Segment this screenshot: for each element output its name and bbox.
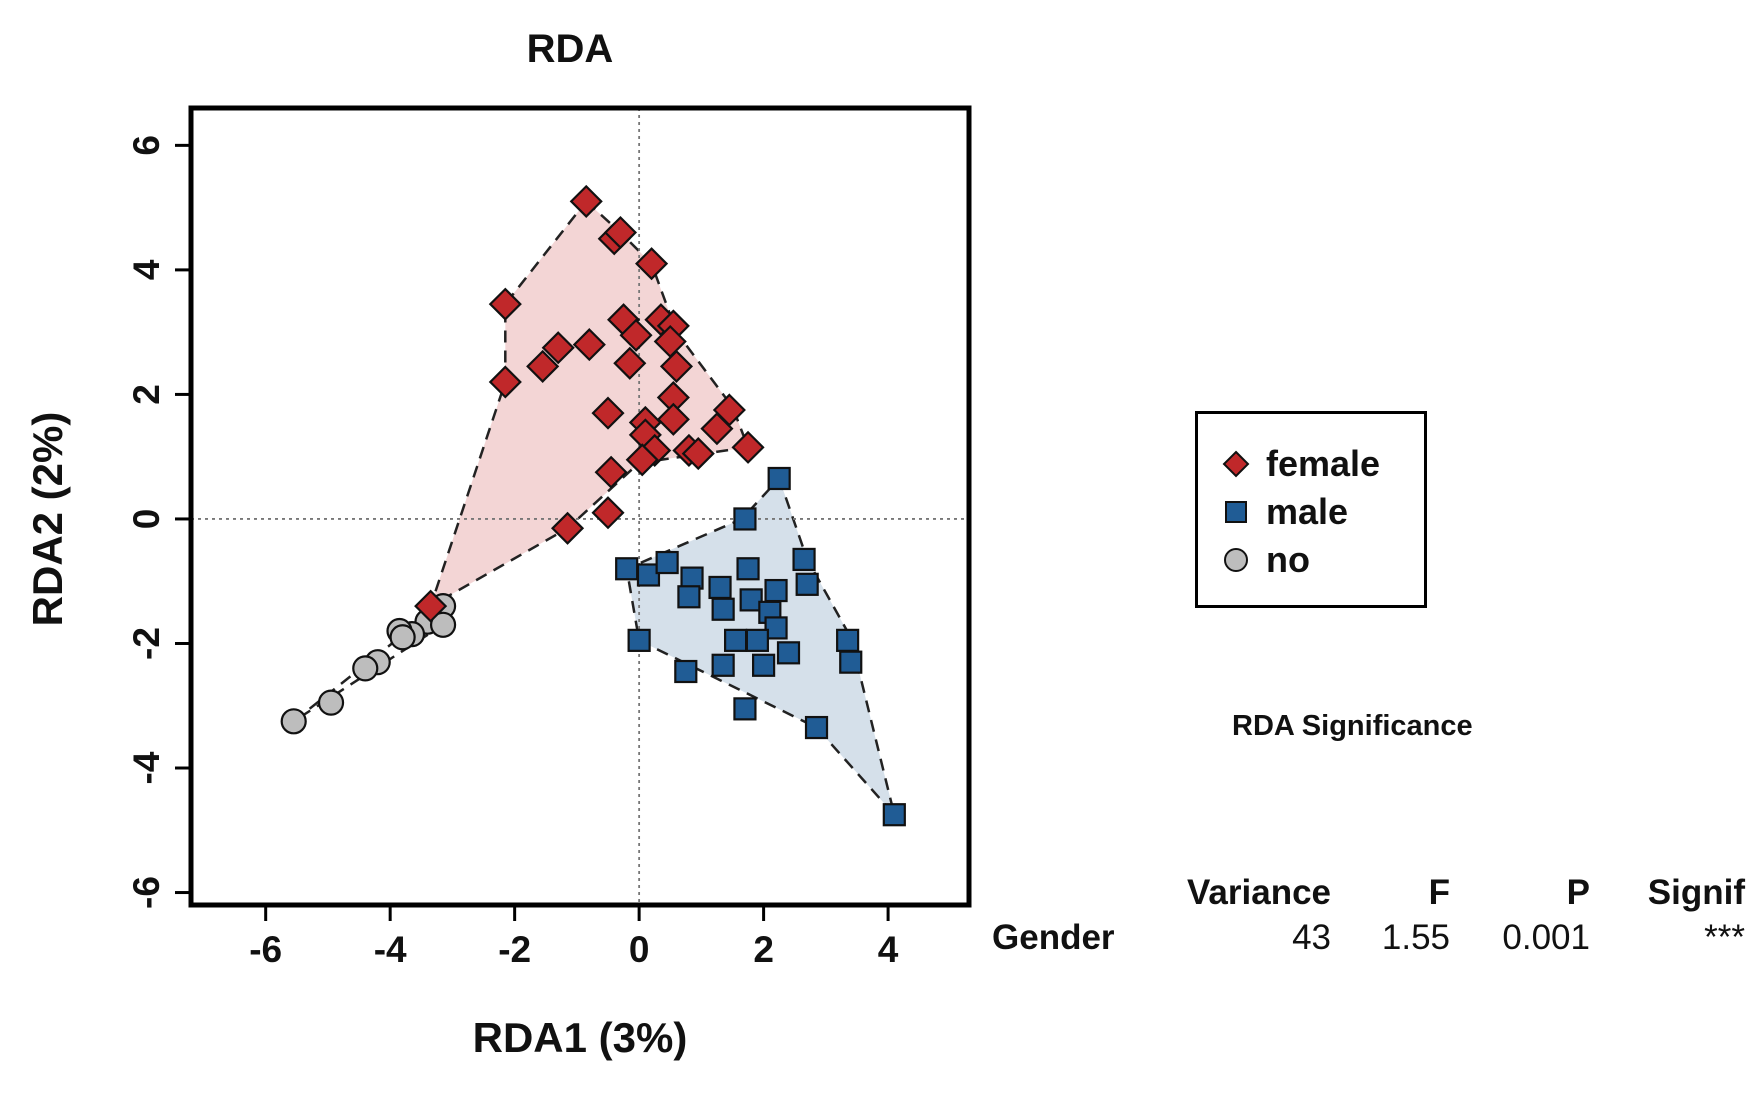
point-male-1 [733, 507, 757, 531]
y-tick-label-4: 4 [126, 259, 167, 280]
point-male-26 [804, 715, 829, 740]
x-tick-label-4: 4 [878, 929, 899, 970]
diamond-icon [1222, 450, 1250, 478]
point-female-0 [569, 184, 603, 218]
x-axis-label: RDA1 (3%) [473, 1014, 688, 1061]
legend-label-male: male [1266, 491, 1349, 532]
point-male-17 [723, 628, 748, 652]
point-no-2 [429, 611, 457, 638]
point-female-29 [591, 496, 625, 530]
chart-title: RDA [527, 27, 614, 71]
point-no-5 [389, 624, 416, 651]
point-male-8 [795, 572, 819, 596]
square-icon [1225, 501, 1247, 523]
point-male-24 [674, 659, 698, 684]
point-male-15 [764, 616, 788, 640]
point-female-21 [700, 412, 734, 446]
point-female-25 [681, 437, 715, 471]
x-tick-label-2: 2 [753, 929, 774, 970]
point-female-30 [550, 511, 585, 545]
point-male-0 [767, 466, 791, 491]
point-female-10 [541, 331, 575, 365]
point-male-19 [627, 628, 651, 652]
y-tick-label-2: 2 [126, 384, 167, 405]
points-layer [280, 184, 906, 827]
point-male-2 [615, 557, 639, 581]
x-tick-label--6: -6 [249, 929, 282, 970]
plot-frame [188, 105, 972, 908]
point-male-18 [745, 628, 769, 652]
point-male-4 [655, 550, 679, 575]
point-male-27 [882, 803, 906, 827]
legend-label-no: no [1266, 539, 1310, 580]
y-tick-label-0: 0 [126, 509, 167, 530]
point-female-18 [591, 396, 625, 430]
point-male-20 [776, 641, 801, 665]
point-no-8 [317, 689, 345, 716]
point-female-27 [625, 443, 659, 477]
point-no-9 [280, 708, 307, 735]
point-female-3 [635, 247, 669, 281]
point-female-8 [619, 318, 653, 352]
point-male-13 [711, 597, 735, 621]
point-female-2 [603, 215, 638, 250]
legend-item-female: female [1222, 443, 1381, 484]
point-female-15 [488, 365, 522, 399]
point-male-11 [677, 585, 701, 609]
x-tick-label--2: -2 [498, 929, 531, 970]
point-male-6 [736, 557, 760, 581]
point-female-11 [572, 328, 606, 362]
point-no-7 [352, 655, 379, 682]
point-male-7 [792, 547, 816, 572]
point-male-3 [636, 563, 661, 587]
point-male-10 [764, 578, 788, 603]
legend-item-male: male [1222, 491, 1349, 532]
y-axis-label: RDA2 (2%) [24, 412, 71, 627]
point-female-23 [731, 430, 765, 464]
point-male-16 [836, 628, 860, 652]
y-tick-label-6: 6 [126, 135, 167, 156]
legend-label-female: female [1266, 443, 1381, 484]
point-female-19 [656, 402, 690, 436]
hull-layer [292, 199, 896, 816]
point-female-28 [594, 455, 628, 489]
x-tick-label-0: 0 [629, 929, 650, 970]
point-female-13 [613, 346, 647, 380]
legend-item-no: no [1222, 539, 1310, 580]
point-male-23 [752, 653, 776, 677]
point-female-4 [488, 287, 522, 321]
point-male-22 [711, 653, 735, 677]
legend: female male no [1195, 411, 1427, 608]
y-tick-label--2: -2 [126, 627, 167, 660]
x-tick-label--4: -4 [374, 929, 407, 970]
significance-title: RDA Significance [1232, 710, 1473, 742]
y-tick-label--4: -4 [126, 751, 167, 784]
point-female-14 [659, 349, 694, 383]
point-male-25 [733, 697, 757, 721]
point-male-21 [839, 650, 863, 674]
y-tick-label--6: -6 [126, 876, 167, 909]
axes-layer: -6 -4 -2 0 2 4 -6 -4 -2 0 2 4 6 [126, 135, 899, 970]
point-female-12 [526, 349, 560, 383]
point-female-31 [414, 589, 448, 623]
circle-icon [1224, 548, 1248, 572]
point-male-9 [708, 575, 732, 600]
point-male-12 [739, 588, 763, 612]
